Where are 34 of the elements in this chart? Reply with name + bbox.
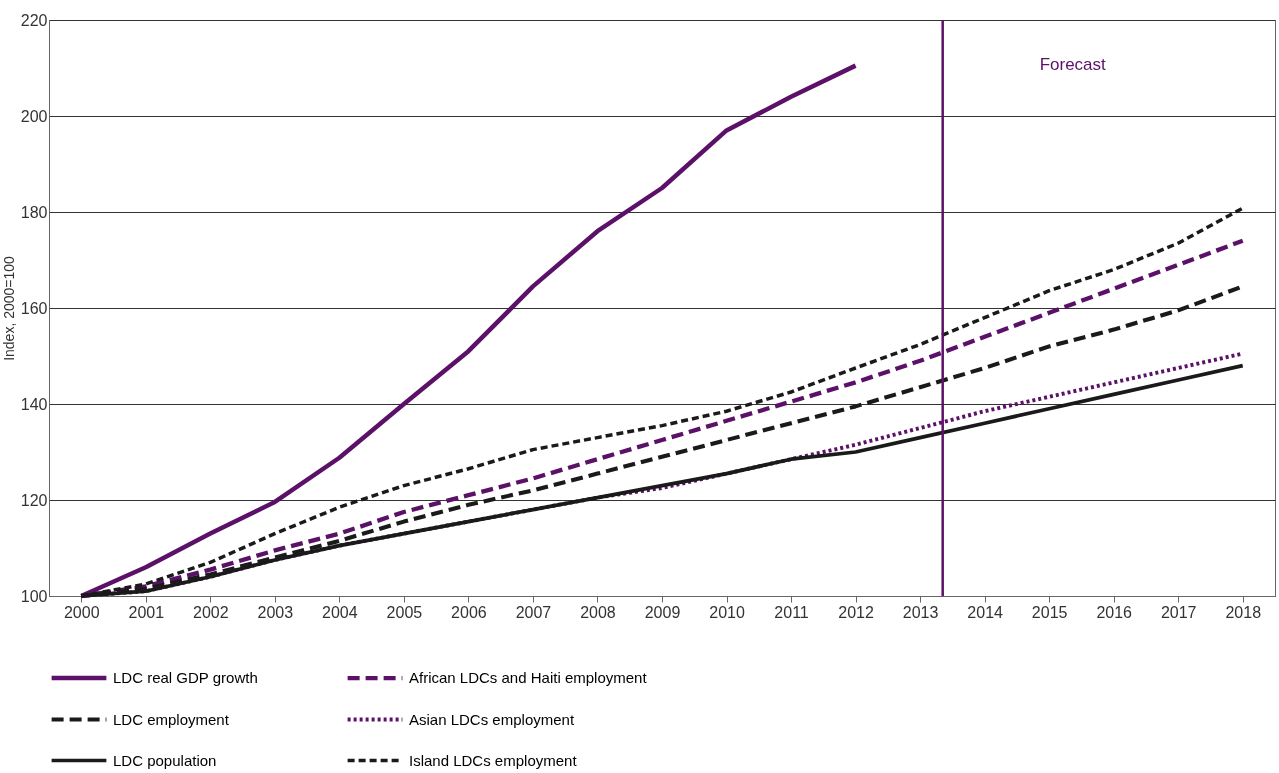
x-tick-label: 2008 xyxy=(580,603,616,621)
x-tick-label: 2006 xyxy=(451,603,487,621)
x-tick-label: 2004 xyxy=(322,603,358,621)
annotation: Forecast xyxy=(1039,55,1107,74)
x-tick-label: 2017 xyxy=(1160,603,1197,621)
x-tick-label: 2007 xyxy=(515,603,552,621)
legend-label: Island LDCs employment xyxy=(409,751,578,769)
x-tick-label: 2015 xyxy=(1031,603,1068,621)
x-tick-label: 2002 xyxy=(193,603,229,621)
x-tick-label: 2014 xyxy=(967,603,1004,621)
y-tick-label: 100 xyxy=(20,587,48,605)
x-tick-label: 2005 xyxy=(386,603,423,621)
x-tick-label: 2000 xyxy=(63,603,100,621)
legend-label: LDC real GDP growth xyxy=(113,669,258,686)
x-tick-label: 2003 xyxy=(257,603,294,621)
x-tick-label: 2016 xyxy=(1096,603,1133,621)
x-tick-label: 2012 xyxy=(838,603,874,621)
x-tick-label: 2011 xyxy=(774,603,809,621)
y-tick-label: 180 xyxy=(20,203,48,221)
legend-label: LDC employment xyxy=(113,710,230,728)
y-tick-label: 140 xyxy=(20,395,48,413)
x-tick-label: 2001 xyxy=(128,603,165,621)
y-tick-label: 160 xyxy=(20,299,48,317)
x-tick-label: 2009 xyxy=(644,603,681,621)
x-tick-label: 2010 xyxy=(709,603,745,621)
y-tick-label: 200 xyxy=(20,107,48,125)
legend-label: LDC population xyxy=(113,751,217,769)
x-tick-label: 2018 xyxy=(1225,603,1262,621)
y-axis-title: Index, 2000=100 xyxy=(0,255,17,361)
y-tick-label: 220 xyxy=(20,11,48,29)
legend-label: Asian LDCs employment xyxy=(409,710,575,728)
x-tick-label: 2013 xyxy=(902,603,939,621)
legend-label: African LDCs and Haiti employment xyxy=(409,669,648,687)
y-tick-label: 120 xyxy=(20,491,48,509)
